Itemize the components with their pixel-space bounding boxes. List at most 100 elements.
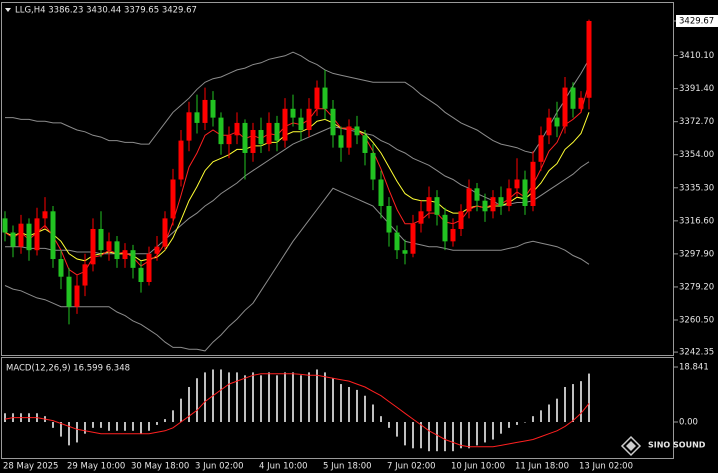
macd-bar <box>164 419 166 423</box>
candle-body <box>506 188 512 206</box>
macd-bar <box>468 422 470 449</box>
candle-body <box>106 241 112 251</box>
macd-bar <box>356 389 358 423</box>
candle-body <box>434 197 440 215</box>
macd-bar <box>60 422 62 437</box>
indicator-line <box>5 51 590 154</box>
macd-bar <box>132 422 134 431</box>
candle-body <box>458 211 464 229</box>
candle-body <box>138 267 144 283</box>
macd-bar <box>572 384 574 423</box>
macd-bar <box>52 422 54 428</box>
macd-title: MACD(12,26,9) 16.599 6.348 <box>6 364 130 374</box>
macd-bar <box>516 422 518 425</box>
candle-body <box>578 97 584 109</box>
candle-body <box>394 232 400 251</box>
y-tick-label: 3297.90 <box>679 249 714 259</box>
candle-body <box>250 129 256 153</box>
y-tick-label: 0.00 <box>679 418 698 428</box>
candle-body <box>514 179 520 189</box>
macd-bar <box>204 372 206 423</box>
candle-body <box>306 108 312 130</box>
macd-bar <box>324 372 326 423</box>
macd-bar <box>308 372 310 423</box>
candle-body <box>266 122 272 145</box>
macd-bar <box>276 375 278 423</box>
y-tick-label: 3429.67 <box>679 16 714 26</box>
candle-body <box>386 205 392 233</box>
y-tick-label: 3372.70 <box>679 117 714 127</box>
candle-body <box>146 253 152 283</box>
macd-bar <box>236 372 238 423</box>
macd-bar <box>396 422 398 437</box>
indicator-line <box>4 187 590 352</box>
candle-body <box>530 161 536 206</box>
candle-body <box>58 259 64 277</box>
macd-bar <box>348 386 350 423</box>
macd-bar <box>460 422 462 449</box>
macd-bar <box>404 422 406 446</box>
candle-body <box>2 218 8 233</box>
candle-body <box>450 228 456 242</box>
y-tick-label: 3335.30 <box>679 183 714 193</box>
candle-body <box>162 218 168 247</box>
candle-body <box>234 122 240 136</box>
candle-body <box>10 232 16 247</box>
candle-body <box>490 197 496 212</box>
price-chart-title: LLG,H4 3386.23 3430.44 3379.65 3429.67 <box>15 6 197 16</box>
collapse-arrow <box>5 8 11 12</box>
macd-bar <box>444 422 446 452</box>
candle-body <box>42 211 48 219</box>
macd-bar <box>268 372 270 423</box>
candle-body <box>154 246 160 254</box>
candle-body <box>242 122 248 153</box>
macd-bar <box>332 378 334 423</box>
candle-body <box>338 135 344 148</box>
macd-bar <box>108 422 110 431</box>
macd-bar <box>116 422 118 431</box>
macd-bar <box>172 410 174 423</box>
macd-bar <box>148 422 150 431</box>
macd-bar <box>4 413 6 423</box>
candle-body <box>482 200 488 212</box>
macd-bar <box>548 404 550 423</box>
candle-body <box>586 20 592 98</box>
macd-bar <box>532 416 534 423</box>
candle-body <box>74 285 80 307</box>
macd-bar <box>484 422 486 443</box>
candle-body <box>378 179 384 206</box>
macd-bar <box>492 422 494 440</box>
x-tick-label: 29 May 10:00 <box>67 462 125 472</box>
macd-bar <box>252 372 254 423</box>
macd-bar <box>124 422 126 431</box>
candle-body <box>346 126 352 148</box>
watermark: SINO SOUND <box>648 441 706 450</box>
candle-body <box>210 99 216 118</box>
last-price-box <box>676 14 718 27</box>
candle-body <box>298 117 304 130</box>
candle-body <box>258 129 264 145</box>
macd-bar <box>524 422 526 423</box>
candle-body <box>546 117 552 136</box>
candle-body <box>66 276 72 307</box>
candle-body <box>130 250 136 268</box>
macd-bar <box>100 422 102 428</box>
macd-signal-line <box>4 373 590 448</box>
y-tick-label: 3391.40 <box>679 84 714 94</box>
candle-body <box>330 108 336 136</box>
macd-bar <box>500 422 502 434</box>
candle-body <box>218 117 224 145</box>
candle-body <box>282 108 288 141</box>
macd-bar <box>364 395 366 423</box>
candle-body <box>34 218 40 251</box>
candle-body <box>402 250 408 254</box>
x-tick-label: 10 Jun 10:00 <box>451 462 505 472</box>
macd-bar <box>140 422 142 434</box>
candle-body <box>274 122 280 141</box>
candle-body <box>554 117 560 127</box>
candle-body <box>194 112 200 123</box>
candle-body <box>18 223 24 247</box>
macd-bar <box>564 386 566 423</box>
candle-body <box>418 211 424 224</box>
